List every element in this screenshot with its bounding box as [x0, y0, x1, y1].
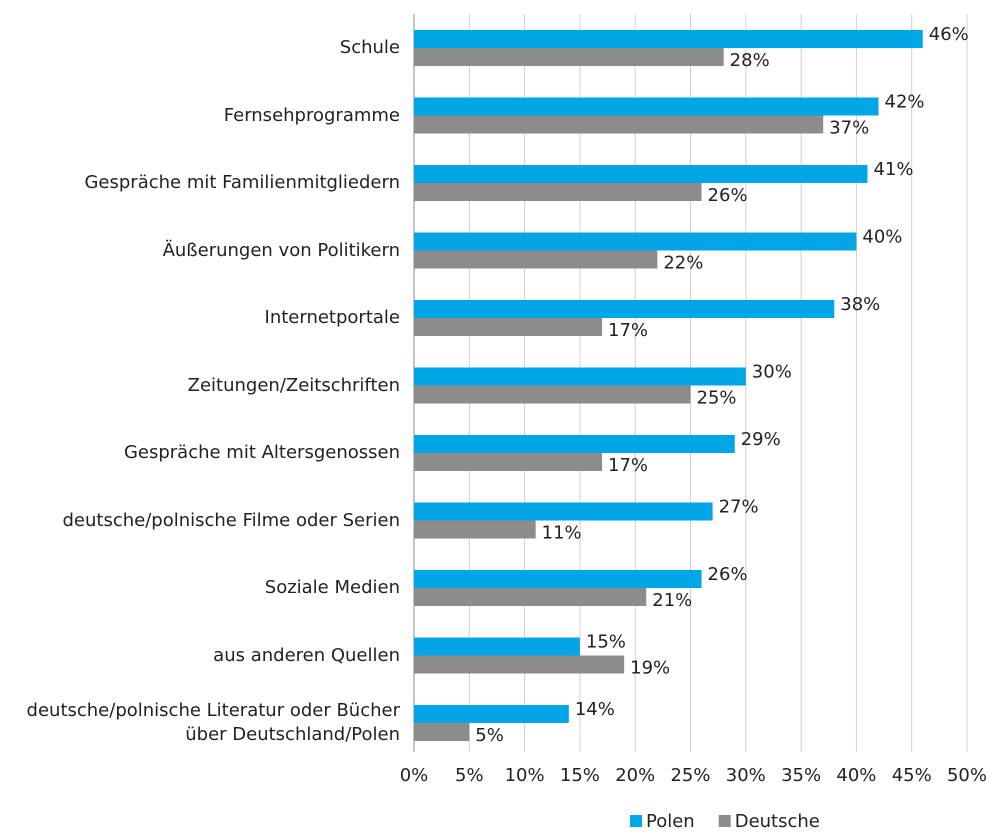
bar — [414, 250, 658, 269]
bar — [414, 183, 702, 201]
x-tick-label: 40% — [836, 765, 876, 786]
bar — [414, 588, 647, 606]
x-tick-label: 0% — [400, 765, 429, 786]
bar — [414, 655, 625, 674]
data-label: 19% — [630, 658, 670, 679]
bar — [414, 723, 470, 741]
x-tick-label: 20% — [615, 765, 655, 786]
x-tick-label: 5% — [455, 765, 484, 786]
category-label: Schule — [339, 37, 400, 58]
data-label: 27% — [719, 497, 759, 518]
data-label: 37% — [829, 118, 869, 139]
data-label: 26% — [708, 185, 748, 206]
category-label: aus anderen Quellen — [213, 644, 400, 666]
bar — [414, 48, 724, 66]
data-label: 22% — [663, 253, 703, 274]
data-label: 14% — [575, 699, 615, 720]
category-label: Soziale Medien — [264, 577, 400, 598]
category-label: Gespräche mit Altersgenossen — [123, 442, 400, 463]
bar — [414, 367, 746, 386]
x-tick-label: 50% — [947, 765, 987, 786]
bar — [414, 637, 580, 656]
data-label: 5% — [475, 725, 504, 746]
category-label: deutsche/polnische Literatur oder Bücher… — [26, 700, 400, 745]
bar — [414, 385, 691, 404]
bar — [414, 453, 603, 471]
data-label: 42% — [885, 92, 925, 113]
category-label: Gespräche mit Familienmitgliedern — [84, 172, 400, 193]
data-label: 21% — [652, 590, 692, 611]
data-label: 38% — [840, 294, 880, 315]
bar — [414, 165, 868, 183]
x-tick-label: 45% — [892, 765, 932, 786]
legend-swatch — [630, 815, 642, 827]
legend-label: Polen — [646, 811, 695, 832]
data-label: 25% — [697, 388, 737, 409]
bar — [414, 115, 824, 134]
data-label: 29% — [741, 429, 781, 450]
bar — [414, 30, 923, 48]
bar — [414, 97, 879, 116]
category-label: deutsche/polnische Filme oder Serien — [62, 509, 400, 531]
x-tick-label: 10% — [505, 765, 545, 786]
data-label: 46% — [929, 24, 969, 45]
x-tick-label: 35% — [781, 765, 821, 786]
data-label: 28% — [730, 50, 770, 71]
data-label: 17% — [608, 320, 648, 341]
bar — [414, 300, 835, 318]
category-label: Äußerungen von Politikern — [162, 239, 400, 261]
data-label: 26% — [708, 564, 748, 585]
data-label: 11% — [542, 523, 582, 544]
bar — [414, 570, 702, 588]
x-tick-label: 25% — [670, 765, 710, 786]
legend-label: Deutsche — [735, 811, 820, 832]
category-label: Zeitungen/Zeitschriften — [187, 374, 400, 396]
bar — [414, 502, 713, 521]
data-label: 40% — [862, 227, 902, 248]
data-label: 17% — [608, 455, 648, 476]
bar — [414, 435, 735, 453]
x-tick-label: 15% — [560, 765, 600, 786]
data-label: 15% — [586, 632, 626, 653]
bar — [414, 705, 569, 723]
category-label: Internetportale — [264, 307, 400, 328]
data-label: 41% — [873, 159, 913, 180]
bar — [414, 318, 603, 336]
bar — [414, 520, 536, 539]
data-label: 30% — [752, 362, 792, 383]
bar — [414, 232, 857, 251]
legend-swatch — [718, 815, 731, 827]
x-tick-label: 30% — [726, 765, 766, 786]
category-label: Fernsehprogramme — [223, 104, 400, 126]
